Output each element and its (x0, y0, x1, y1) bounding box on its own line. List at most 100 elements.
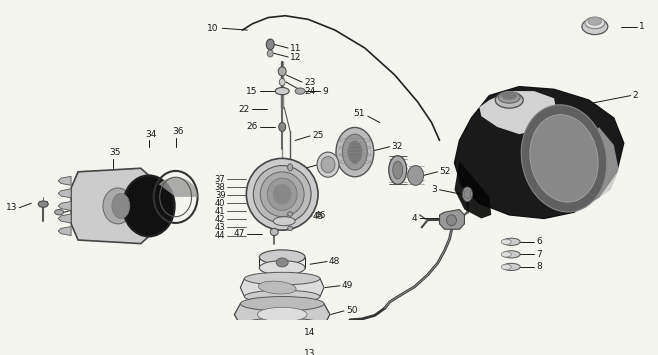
Polygon shape (58, 201, 71, 211)
Ellipse shape (279, 78, 285, 86)
Ellipse shape (501, 92, 517, 100)
Text: 2: 2 (633, 91, 638, 100)
Ellipse shape (502, 251, 520, 258)
Text: 31: 31 (291, 164, 302, 173)
Text: 41: 41 (215, 207, 226, 216)
Ellipse shape (502, 263, 520, 271)
Ellipse shape (336, 127, 374, 177)
Ellipse shape (278, 67, 286, 76)
Polygon shape (455, 161, 492, 218)
Ellipse shape (253, 165, 311, 223)
Ellipse shape (244, 290, 320, 303)
Ellipse shape (267, 178, 297, 211)
Ellipse shape (317, 152, 339, 177)
Text: 8: 8 (536, 262, 542, 272)
Text: 13: 13 (304, 349, 316, 355)
Ellipse shape (495, 92, 523, 108)
Text: 47: 47 (234, 229, 245, 238)
Text: 7: 7 (536, 250, 542, 259)
Ellipse shape (244, 272, 320, 285)
Ellipse shape (585, 17, 605, 29)
Ellipse shape (273, 184, 291, 204)
Ellipse shape (464, 189, 471, 199)
Polygon shape (71, 168, 151, 244)
Text: 13: 13 (6, 203, 17, 212)
Text: 48: 48 (329, 257, 340, 266)
Polygon shape (240, 279, 324, 296)
Ellipse shape (288, 226, 293, 231)
Text: 15: 15 (246, 87, 257, 95)
Text: 46: 46 (314, 211, 326, 220)
Text: 23: 23 (304, 78, 315, 87)
Ellipse shape (389, 156, 407, 184)
Ellipse shape (55, 209, 64, 215)
Ellipse shape (259, 261, 305, 275)
Ellipse shape (530, 115, 598, 202)
Wedge shape (159, 177, 197, 197)
Text: 14: 14 (76, 205, 88, 214)
Ellipse shape (279, 122, 286, 131)
Ellipse shape (259, 281, 296, 294)
Ellipse shape (348, 141, 362, 163)
Text: 38: 38 (215, 182, 226, 192)
Text: 35: 35 (109, 148, 120, 157)
Ellipse shape (501, 239, 511, 245)
Text: 52: 52 (440, 167, 451, 176)
Ellipse shape (463, 187, 472, 201)
Polygon shape (58, 214, 71, 223)
Ellipse shape (447, 215, 457, 226)
Text: 42: 42 (215, 215, 226, 224)
Polygon shape (234, 304, 330, 325)
Text: 1: 1 (639, 22, 644, 31)
Polygon shape (455, 87, 624, 218)
Ellipse shape (103, 188, 133, 224)
Ellipse shape (288, 212, 293, 216)
Text: 24: 24 (304, 87, 315, 95)
Ellipse shape (277, 349, 287, 355)
Polygon shape (58, 176, 71, 185)
Ellipse shape (275, 88, 289, 95)
Ellipse shape (588, 17, 602, 25)
Ellipse shape (259, 250, 305, 264)
Text: 12: 12 (290, 53, 301, 61)
Ellipse shape (408, 165, 424, 185)
Text: 34: 34 (145, 130, 157, 139)
Ellipse shape (112, 193, 130, 218)
Ellipse shape (266, 39, 274, 50)
Ellipse shape (267, 50, 273, 57)
Ellipse shape (270, 228, 278, 235)
Text: 14: 14 (304, 328, 315, 337)
Text: 32: 32 (392, 142, 403, 151)
Text: 50: 50 (346, 306, 357, 315)
Polygon shape (480, 91, 557, 134)
Text: 10: 10 (207, 24, 218, 33)
Text: 43: 43 (215, 223, 226, 232)
Ellipse shape (521, 105, 607, 212)
Text: 49: 49 (342, 281, 353, 290)
Text: 11: 11 (290, 44, 301, 53)
Ellipse shape (261, 172, 304, 217)
Text: 45: 45 (312, 212, 324, 221)
Text: 25: 25 (312, 131, 324, 141)
Text: 9: 9 (322, 87, 328, 95)
Text: 37: 37 (215, 175, 226, 184)
Ellipse shape (123, 175, 174, 236)
Text: 40: 40 (215, 199, 226, 208)
Ellipse shape (501, 252, 511, 257)
Ellipse shape (393, 161, 403, 179)
Text: 22: 22 (238, 104, 249, 114)
Ellipse shape (257, 307, 307, 322)
Polygon shape (559, 127, 619, 203)
Ellipse shape (246, 158, 318, 230)
Ellipse shape (288, 164, 293, 171)
Text: 36: 36 (172, 127, 184, 136)
Text: 4: 4 (412, 214, 418, 223)
Ellipse shape (295, 88, 305, 94)
Polygon shape (440, 209, 465, 229)
Ellipse shape (498, 92, 520, 103)
Ellipse shape (276, 258, 288, 267)
Ellipse shape (38, 201, 48, 207)
Text: 6: 6 (536, 237, 542, 246)
Ellipse shape (502, 238, 520, 245)
Ellipse shape (240, 296, 324, 311)
